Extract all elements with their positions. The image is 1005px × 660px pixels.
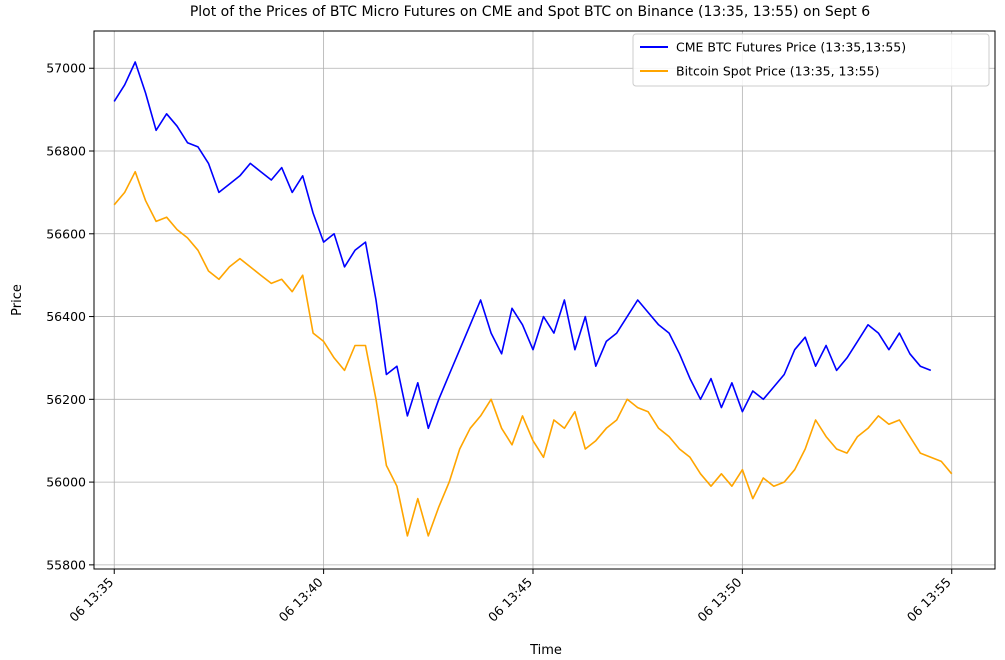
y-axis: 55800 56000 56200 56400 56600 56800 57000 <box>46 61 94 572</box>
series-layer <box>113 61 953 537</box>
series-line-0 <box>113 61 932 430</box>
legend-box <box>632 33 990 87</box>
grid <box>94 31 995 569</box>
x-tick-label: 06 13:45 <box>485 575 535 625</box>
y-tick-label: 57000 <box>46 61 86 76</box>
chart-title: Plot of the Prices of BTC Micro Futures … <box>190 4 870 20</box>
y-tick-label: 56800 <box>46 144 86 159</box>
legend-label-1: Bitcoin Spot Price (13:35, 13:55) <box>676 64 879 79</box>
x-tick-label: 06 13:35 <box>66 575 116 625</box>
y-tick-label: 56600 <box>46 226 86 241</box>
series-line-1 <box>113 170 953 537</box>
y-tick-label: 56400 <box>46 309 86 324</box>
y-axis-label: Price <box>10 284 25 316</box>
x-tick-label: 06 13:50 <box>694 574 744 624</box>
x-tick-label: 06 13:40 <box>276 574 326 624</box>
y-tick-label: 56200 <box>46 392 86 407</box>
x-axis-label: Time <box>529 643 562 658</box>
plot-frame <box>93 30 996 570</box>
legend-label-0: CME BTC Futures Price (13:35,13:55) <box>676 40 906 55</box>
legend: CME BTC Futures Price (13:35,13:55) Bitco… <box>632 33 990 87</box>
x-axis: 06 13:35 06 13:40 06 13:45 06 13:50 06 13:55 <box>66 569 954 625</box>
y-tick-label: 55800 <box>46 557 86 572</box>
y-tick-label: 56000 <box>46 475 86 490</box>
x-tick-label: 06 13:55 <box>904 575 954 625</box>
